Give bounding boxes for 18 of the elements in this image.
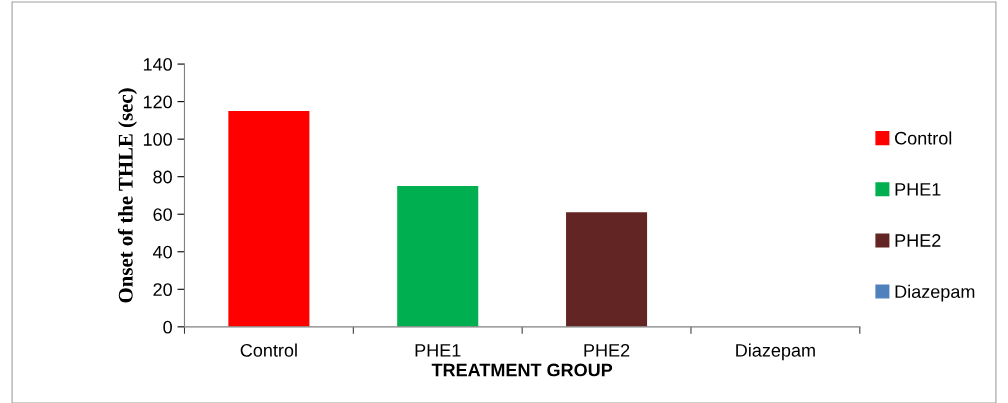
y-axis-title: Onset of the THLE (sec)	[117, 88, 137, 303]
y-tick-label: 80	[153, 170, 172, 184]
y-tick-label: 140	[143, 58, 172, 71]
x-tick-label: PHE1	[415, 344, 461, 357]
x-tick-label: Diazepam	[736, 343, 815, 361]
y-tick-label: 40	[152, 245, 172, 259]
x-tick-label: Control	[240, 343, 297, 357]
x-axis-title: TREATMENT GROUP	[431, 363, 613, 377]
y-tick-label: 100	[143, 133, 172, 146]
legend-label: PHE1	[895, 183, 941, 196]
y-tick-label: 60	[153, 208, 172, 221]
x-tick-label: PHE2	[584, 343, 630, 357]
y-tick-label: 0	[163, 320, 172, 334]
legend-label: Diazepam	[895, 284, 975, 302]
legend-label: PHE2	[895, 234, 941, 247]
y-tick-label: 20	[153, 283, 172, 297]
y-tick-label: 120	[143, 95, 172, 109]
legend-label: Control	[895, 131, 952, 145]
